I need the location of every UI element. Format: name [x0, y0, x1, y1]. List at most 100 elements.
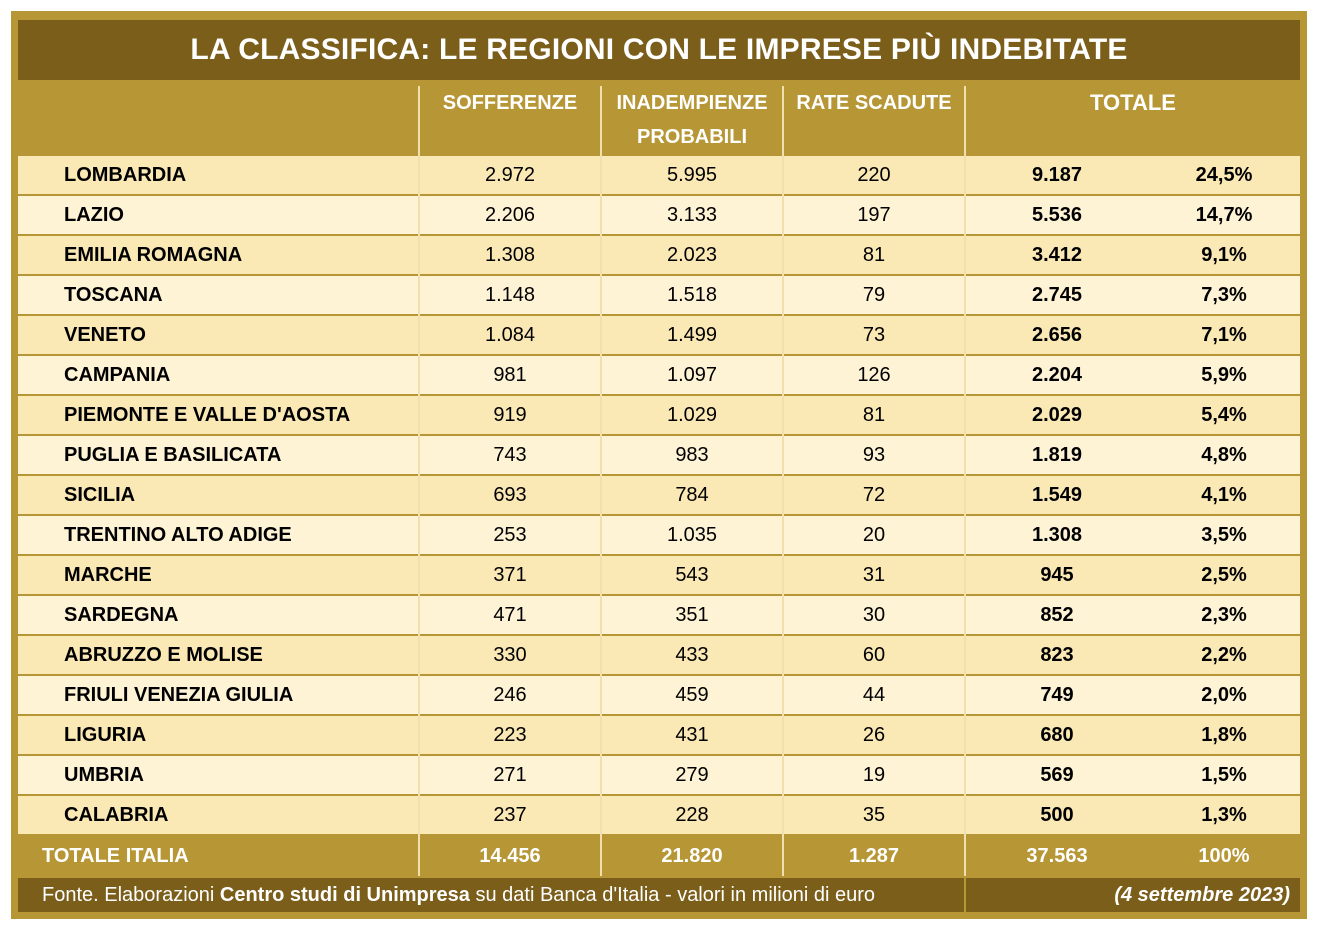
cell-rate: 197 [784, 196, 964, 234]
cell-totale-group: 1.819 4,8% [966, 436, 1300, 474]
table-row: TOSCANA 1.148 1.518 79 2.745 7,3% [18, 276, 1300, 314]
source-bold: Centro studi di Unimpresa [219, 883, 470, 906]
table-row: UMBRIA 271 279 19 569 1,5% [18, 756, 1300, 794]
column-divider [418, 86, 420, 876]
cell-percentuale: 7,3% [1201, 283, 1247, 306]
cell-percentuale: 14,7% [1195, 203, 1253, 226]
total-label: TOTALE ITALIA [42, 844, 189, 867]
region-name: EMILIA ROMAGNA [18, 236, 418, 274]
cell-inadempienze: 351 [602, 596, 782, 634]
cell-totale: 2.656 [1031, 323, 1083, 346]
total-sofferenze: 14.456 [479, 844, 541, 867]
cell-rate: 81 [784, 236, 964, 274]
cell-totale: 2.204 [1031, 363, 1083, 386]
region-name: PUGLIA E BASILICATA [18, 436, 418, 474]
cell-rate: 44 [784, 676, 964, 714]
cell-percentuale: 3,5% [1201, 523, 1247, 546]
region-name: VENETO [18, 316, 418, 354]
cell-inadempienze: 2.023 [602, 236, 782, 274]
table-row: ABRUZZO E MOLISE 330 433 60 823 2,2% [18, 636, 1300, 674]
cell-totale: 1.308 [1031, 523, 1083, 546]
cell-totale-group: 5.536 14,7% [966, 196, 1300, 234]
cell-totale: 5.536 [1031, 203, 1083, 226]
cell-sofferenze: 1.148 [420, 276, 600, 314]
total-totale: 37.563 [1026, 844, 1088, 867]
footer-divider [964, 878, 966, 912]
source-date: (4 settembre 2023) [1114, 883, 1290, 906]
region-name: LIGURIA [18, 716, 418, 754]
source-prefix: Fonte. Elaborazioni [42, 883, 220, 906]
cell-inadempienze: 279 [602, 756, 782, 794]
header-inadempienze: INADEMPIENZE PROBABILI [616, 92, 768, 148]
source-suffix: su dati Banca d'Italia - valori in milio… [469, 883, 876, 906]
table-row: EMILIA ROMAGNA 1.308 2.023 81 3.412 9,1% [18, 236, 1300, 274]
data-table-body: LOMBARDIA 2.972 5.995 220 9.187 24,5% LAZIO 2.2… [18, 156, 1300, 836]
cell-rate: 30 [784, 596, 964, 634]
table-row: PIEMONTE E VALLE D'AOSTA 919 1.029 81 2.029 5… [18, 396, 1300, 434]
cell-percentuale: 2,5% [1201, 563, 1247, 586]
cell-sofferenze: 1.308 [420, 236, 600, 274]
cell-rate: 35 [784, 796, 964, 834]
region-name: UMBRIA [18, 756, 418, 794]
cell-percentuale: 9,1% [1201, 243, 1247, 266]
header-totale: TOTALE [1090, 90, 1176, 115]
table-row: PUGLIA E BASILICATA 743 983 93 1.819 4,8% [18, 436, 1300, 474]
cell-totale: 680 [1040, 723, 1074, 746]
cell-totale: 3.412 [1031, 243, 1083, 266]
table-row: FRIULI VENEZIA GIULIA 246 459 44 749 2,0% [18, 676, 1300, 714]
cell-totale: 2.029 [1031, 403, 1083, 426]
region-name: PIEMONTE E VALLE D'AOSTA [18, 396, 418, 434]
table-row: MARCHE 371 543 31 945 2,5% [18, 556, 1300, 594]
cell-sofferenze: 223 [420, 716, 600, 754]
table-row: CALABRIA 237 228 35 500 1,3% [18, 796, 1300, 834]
cell-totale-group: 1.549 4,1% [966, 476, 1300, 514]
cell-rate: 81 [784, 396, 964, 434]
cell-totale-group: 1.308 3,5% [966, 516, 1300, 554]
region-name: FRIULI VENEZIA GIULIA [18, 676, 418, 714]
cell-totale: 1.819 [1031, 443, 1083, 466]
cell-sofferenze: 743 [420, 436, 600, 474]
region-name: ABRUZZO E MOLISE [18, 636, 418, 674]
cell-inadempienze: 459 [602, 676, 782, 714]
cell-inadempienze: 228 [602, 796, 782, 834]
cell-totale-group: 2.656 7,1% [966, 316, 1300, 354]
cell-rate: 60 [784, 636, 964, 674]
cell-inadempienze: 784 [602, 476, 782, 514]
cell-rate: 93 [784, 436, 964, 474]
total-perc: 100% [1198, 844, 1250, 867]
region-name: MARCHE [18, 556, 418, 594]
cell-sofferenze: 271 [420, 756, 600, 794]
table-row: LIGURIA 223 431 26 680 1,8% [18, 716, 1300, 754]
cell-percentuale: 4,8% [1201, 443, 1247, 466]
cell-inadempienze: 1.518 [602, 276, 782, 314]
cell-rate: 126 [784, 356, 964, 394]
cell-totale-group: 569 1,5% [966, 756, 1300, 794]
cell-sofferenze: 246 [420, 676, 600, 714]
cell-percentuale: 7,1% [1201, 323, 1247, 346]
region-name: TRENTINO ALTO ADIGE [18, 516, 418, 554]
total-row: TOTALE ITALIA 14.456 21.820 1.287 37.563… [18, 836, 1300, 876]
cell-totale: 823 [1040, 643, 1074, 666]
cell-inadempienze: 983 [602, 436, 782, 474]
region-name: SICILIA [18, 476, 418, 514]
cell-rate: 73 [784, 316, 964, 354]
region-name: TOSCANA [18, 276, 418, 314]
cell-totale-group: 2.029 5,4% [966, 396, 1300, 434]
cell-totale-group: 852 2,3% [966, 596, 1300, 634]
cell-rate: 26 [784, 716, 964, 754]
cell-totale: 9.187 [1031, 163, 1083, 186]
cell-inadempienze: 5.995 [602, 156, 782, 194]
cell-sofferenze: 471 [420, 596, 600, 634]
cell-totale: 500 [1040, 803, 1074, 826]
cell-totale-group: 500 1,3% [966, 796, 1300, 834]
cell-sofferenze: 253 [420, 516, 600, 554]
table-row: SICILIA 693 784 72 1.549 4,1% [18, 476, 1300, 514]
cell-sofferenze: 237 [420, 796, 600, 834]
cell-sofferenze: 2.206 [420, 196, 600, 234]
cell-percentuale: 2,2% [1201, 643, 1247, 666]
footer-source: Fonte. Elaborazioni Centro studi di Unim… [18, 878, 1300, 912]
header-rate-scadute: RATE SCADUTE [796, 92, 952, 114]
cell-sofferenze: 2.972 [420, 156, 600, 194]
cell-inadempienze: 1.499 [602, 316, 782, 354]
cell-rate: 19 [784, 756, 964, 794]
